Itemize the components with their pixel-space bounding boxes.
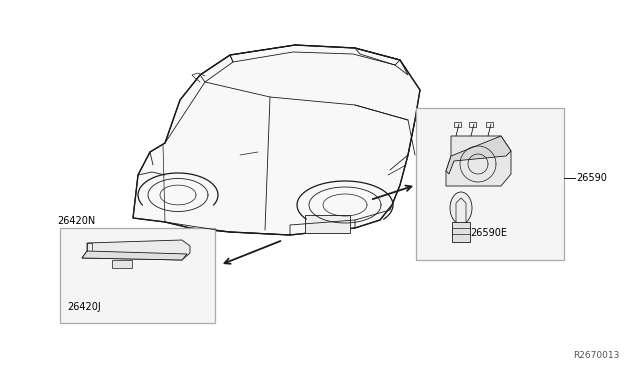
Text: R2670013: R2670013 [573,351,620,360]
Polygon shape [446,136,511,174]
Bar [305,215,350,233]
Polygon shape [82,251,187,260]
Text: 26420N: 26420N [57,216,95,226]
Text: 26590E: 26590E [470,228,507,238]
Text: 26590: 26590 [576,173,607,183]
Bar [486,122,493,127]
Polygon shape [446,136,511,186]
Bar [60,228,215,323]
Text: 26420J: 26420J [67,302,100,312]
Bar [454,122,461,127]
Ellipse shape [450,192,472,224]
Bar [452,222,470,242]
Polygon shape [82,240,190,260]
Polygon shape [133,45,420,235]
Bar [469,122,476,127]
Bar [416,108,564,260]
Bar [112,260,132,268]
